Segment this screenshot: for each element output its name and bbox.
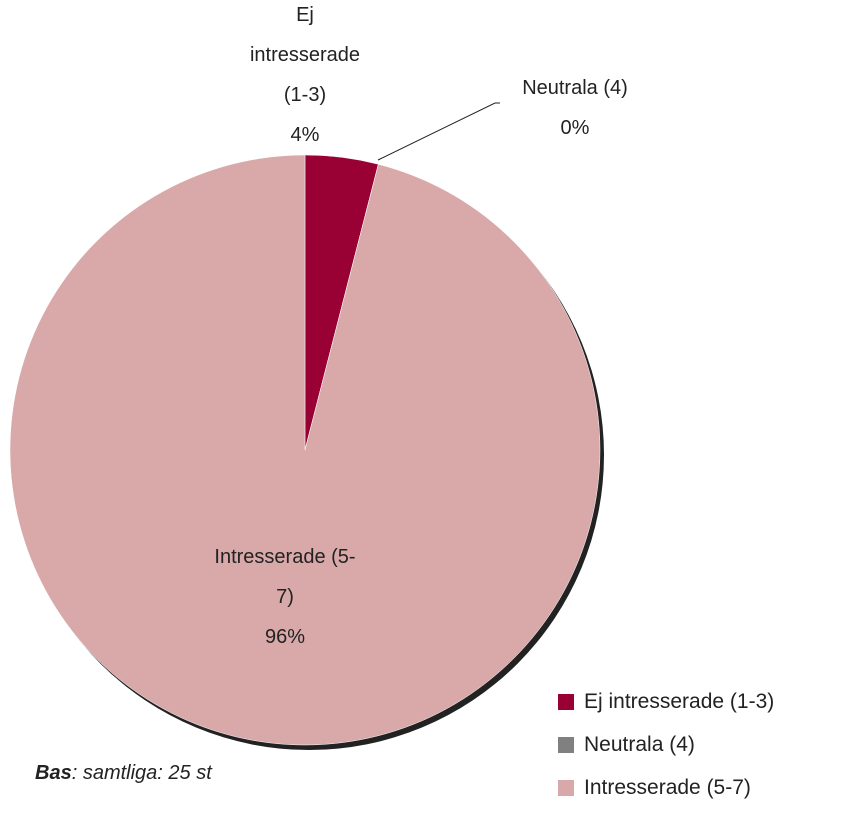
legend-swatch [558,694,574,710]
legend-item: Neutrala (4) [558,733,695,757]
legend-label: Intresserade (5-7) [584,776,751,799]
data-label-category: Ej intresserade (1-3) [249,4,361,106]
legend-item: Ej intresserade (1-3) [558,690,774,714]
legend-swatch [558,780,574,796]
data-label-value: 0% [560,117,590,139]
note-text: : samtliga: 25 st [71,762,212,784]
legend-swatch [558,737,574,753]
data-label-value: 96% [264,626,306,648]
leader-line [377,102,500,161]
legend-label: Ej intresserade (1-3) [584,690,775,713]
legend-label: Neutrala (4) [584,733,695,756]
legend-item: Intresserade (5-7) [558,776,751,800]
data-label-category: Neutrala (4) [522,77,628,99]
note: Bas: samtliga: 25 st [35,762,212,785]
note-bold: Bas [35,762,72,784]
data-label-value: 4% [290,124,320,146]
data-label-category: Intresserade (5-7) [214,546,356,608]
pie-slice [9,154,601,746]
